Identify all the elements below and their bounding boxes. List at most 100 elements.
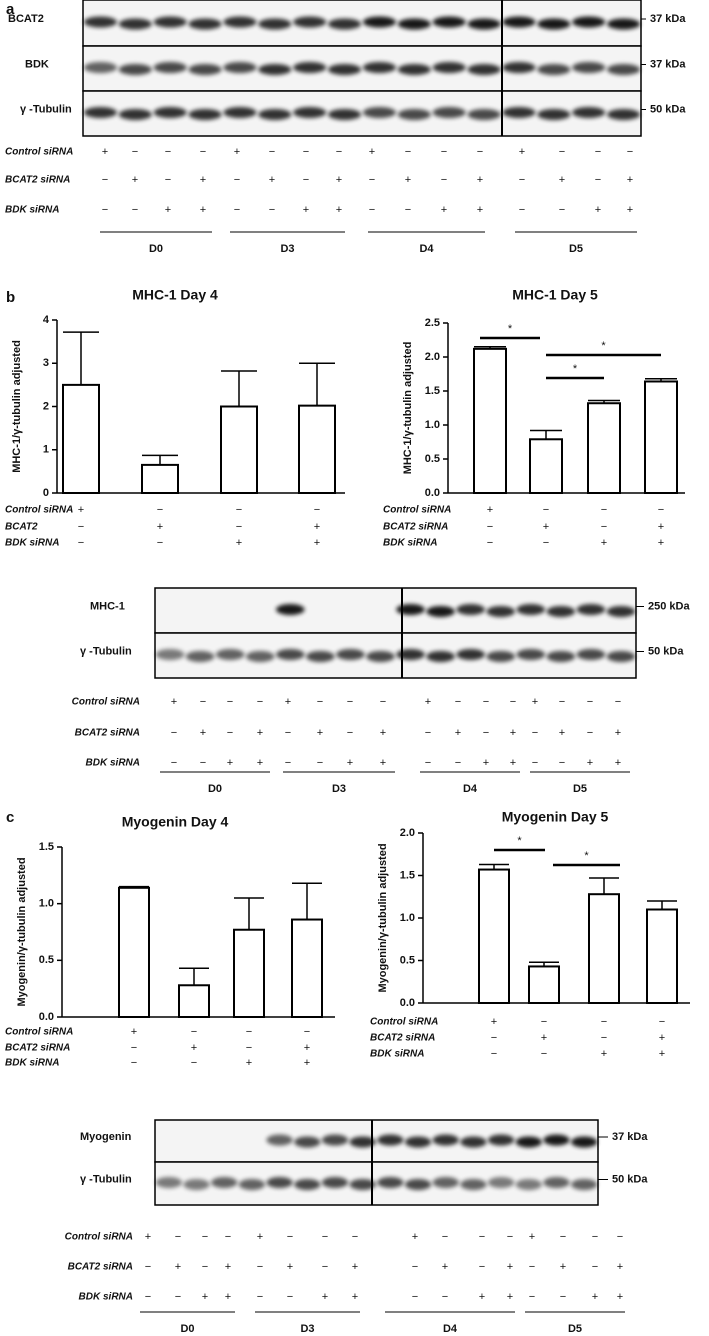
condition-sign: + (541, 1032, 547, 1044)
condition-sign: − (487, 537, 493, 549)
band (571, 1136, 598, 1148)
group-label: D0 (208, 783, 222, 795)
condition-sign: + (234, 146, 240, 158)
band (432, 1134, 459, 1146)
condition-sign: − (601, 521, 607, 533)
blot-row-label: BCAT2 (8, 13, 44, 25)
band (366, 651, 395, 662)
band (397, 18, 431, 30)
condition-sign: + (304, 1057, 310, 1069)
condition-sign: − (601, 1016, 607, 1028)
condition-sign: + (165, 204, 171, 216)
band (432, 62, 466, 73)
group-label: D0 (149, 243, 163, 255)
band (546, 606, 576, 617)
y-tick-label: 1.0 (400, 912, 415, 924)
condition-sign: + (285, 696, 291, 708)
condition-sign: + (227, 757, 233, 769)
condition-sign: − (347, 696, 353, 708)
significance-star: * (508, 323, 513, 335)
band (537, 64, 571, 75)
condition-sign: − (442, 1231, 448, 1243)
condition-sign: + (507, 1291, 513, 1303)
condition-sign: − (532, 757, 538, 769)
condition-sign: + (658, 537, 664, 549)
condition-sign: + (225, 1261, 231, 1273)
bar (298, 404, 336, 495)
condition-sign: − (145, 1261, 151, 1273)
band (362, 16, 397, 28)
condition-sign: + (287, 1261, 293, 1273)
condition-sign: + (587, 757, 593, 769)
band (432, 1177, 459, 1188)
blot-row-label: γ -Tubulin (20, 103, 72, 115)
condition-sign: − (157, 537, 163, 549)
band (118, 18, 152, 30)
bar (291, 918, 323, 1018)
band (396, 604, 425, 615)
condition-sign: − (287, 1231, 293, 1243)
marker-label: 50 kDa (650, 103, 686, 115)
condition-sign: − (507, 1231, 513, 1243)
y-tick-label: 0.0 (39, 1011, 54, 1023)
condition-sign: − (477, 146, 483, 158)
band (432, 107, 466, 118)
condition-sign: + (487, 504, 493, 516)
condition-sign: − (175, 1291, 181, 1303)
condition-sign: − (78, 537, 84, 549)
panel-label: a (6, 1, 15, 18)
condition-sign: + (532, 696, 538, 708)
condition-sign: − (102, 204, 108, 216)
condition-label: BDK siRNA (86, 758, 140, 769)
y-axis-label: Myogenin/γ-tubulin adjusted (377, 843, 389, 992)
band (349, 1136, 376, 1148)
y-tick-label: 1.5 (400, 869, 415, 881)
band (486, 651, 515, 662)
significance-star: * (601, 340, 606, 352)
condition-sign: + (369, 146, 375, 158)
band (486, 606, 515, 617)
condition-sign: − (560, 1291, 566, 1303)
condition-sign: − (595, 146, 601, 158)
band (515, 1136, 542, 1148)
condition-sign: + (336, 204, 342, 216)
band (83, 16, 118, 28)
condition-sign: + (595, 204, 601, 216)
condition-sign: + (317, 727, 323, 739)
condition-sign: − (269, 204, 275, 216)
bar (473, 347, 507, 494)
band (245, 651, 275, 662)
condition-sign: − (559, 696, 565, 708)
condition-sign: − (592, 1231, 598, 1243)
band (572, 16, 606, 28)
condition-sign: − (225, 1231, 231, 1243)
condition-sign: − (441, 146, 447, 158)
chart-title: Myogenin Day 4 (122, 814, 229, 830)
marker-label: 37 kDa (612, 1131, 648, 1143)
y-axis-label: Myogenin/γ-tubulin adjusted (16, 857, 28, 1006)
condition-sign: + (617, 1261, 623, 1273)
band (155, 1177, 182, 1188)
condition-sign: − (352, 1231, 358, 1243)
band (349, 1179, 376, 1190)
condition-sign: + (246, 1057, 252, 1069)
condition-sign: − (369, 174, 375, 186)
condition-sign: + (491, 1016, 497, 1028)
group-label: D4 (443, 1323, 458, 1335)
condition-sign: − (617, 1231, 623, 1243)
condition-sign: + (617, 1291, 623, 1303)
band (432, 16, 466, 28)
y-axis-label: MHC-1/γ-tubulin adjusted (402, 342, 414, 475)
band (327, 18, 362, 30)
condition-sign: − (601, 1032, 607, 1044)
condition-sign: + (200, 727, 206, 739)
condition-sign: − (543, 537, 549, 549)
y-tick-label: 0.0 (425, 487, 440, 499)
condition-label: Control siRNA (5, 1027, 73, 1038)
chart-title: MHC-1 Day 5 (512, 287, 598, 303)
group-label: D5 (568, 1323, 582, 1335)
y-tick-label: 4 (43, 314, 50, 326)
significance-star: * (584, 850, 589, 862)
condition-sign: + (559, 727, 565, 739)
condition-sign: − (171, 727, 177, 739)
